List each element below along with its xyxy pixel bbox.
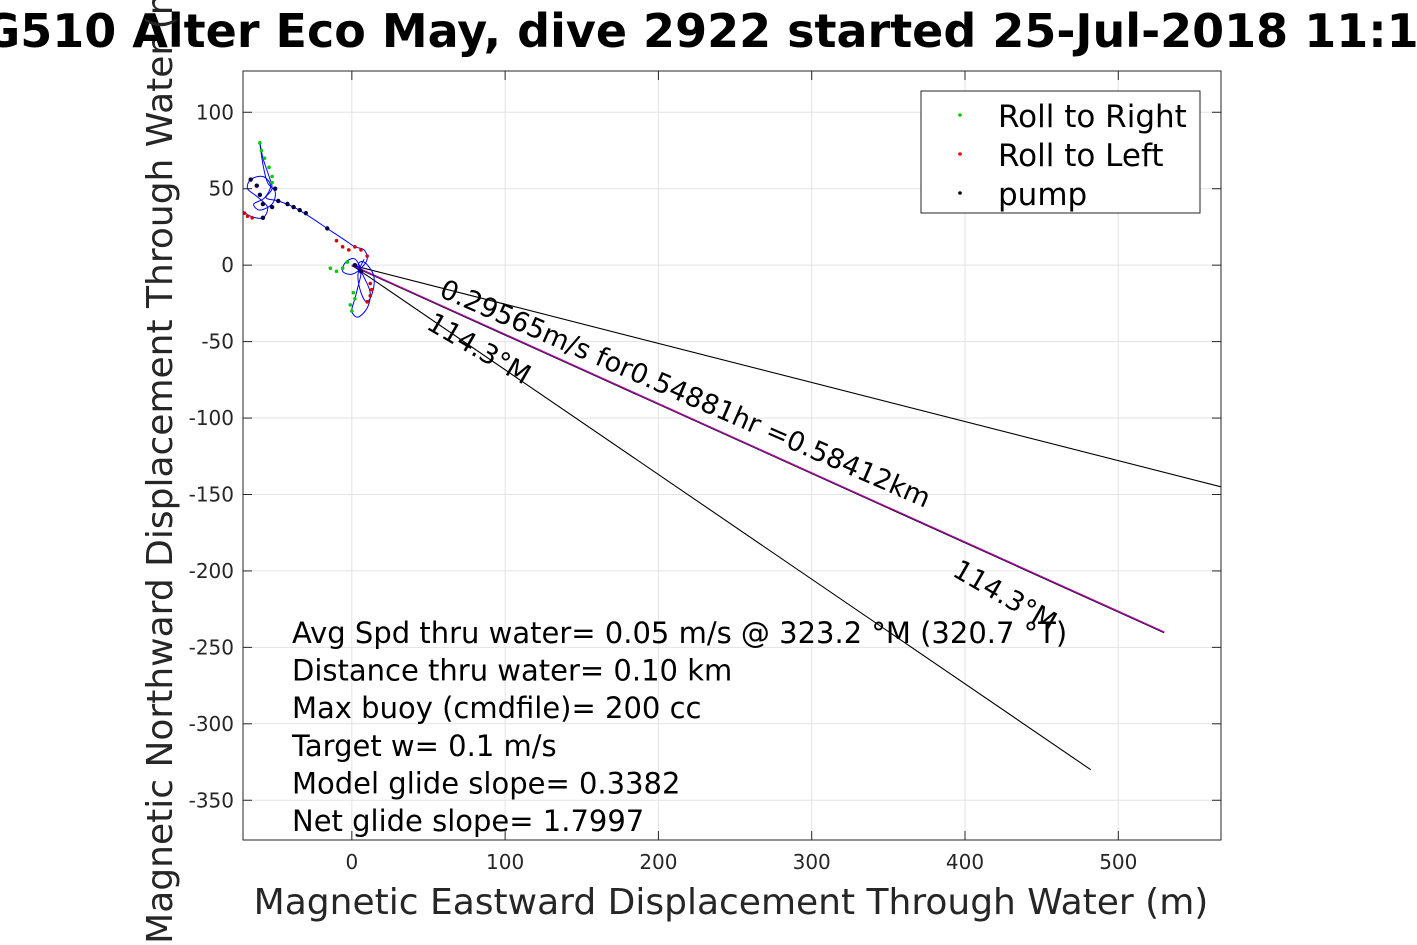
drift-line-1	[351, 264, 1221, 488]
y-axis-label: Magnetic Northward Displacement Through …	[140, 0, 181, 944]
roll-right-point	[270, 174, 274, 179]
roll-left-point	[250, 215, 254, 220]
roll-left-point	[368, 281, 373, 286]
roll-left-point	[365, 300, 369, 304]
legend-marker	[958, 152, 962, 156]
tick-labels: 0 100 200 300 400 500100500-50-100-150-200-25…	[189, 100, 1138, 874]
pump-point	[269, 204, 275, 210]
roll-right-point	[350, 309, 354, 313]
y-tick-label: 50	[209, 177, 234, 201]
drift-line-2	[351, 264, 1092, 771]
pump-point	[352, 262, 358, 268]
roll-left-point	[353, 245, 357, 249]
tick-marks	[243, 71, 1221, 840]
pump-point	[303, 210, 309, 216]
y-tick-label: -300	[189, 712, 234, 736]
legend-label: Roll to Right	[998, 99, 1187, 135]
stats-line: Net glide slope= 1.7997	[292, 804, 644, 838]
pump-point	[291, 204, 296, 210]
roll-right-point	[340, 266, 345, 271]
roll-right-point	[345, 260, 350, 264]
pump-point	[254, 183, 259, 188]
roll-right-point	[348, 303, 353, 307]
roll-left-point	[243, 211, 247, 215]
x-axis-label: Magnetic Eastward Displacement Through W…	[254, 882, 1209, 923]
y-tick-label: -100	[189, 406, 234, 430]
legend-label: pump	[998, 177, 1087, 213]
stats-line: Avg Spd thru water= 0.05 m/s @ 323.2 °M …	[292, 616, 1067, 650]
pump-point	[285, 201, 290, 207]
roll-right-point	[334, 269, 339, 274]
legend-marker	[958, 191, 962, 195]
pump-point	[358, 269, 364, 274]
pump-point	[297, 207, 302, 213]
y-tick-label: -250	[189, 635, 234, 659]
chart-title: SG510 Alter Eco May, dive 2922 started 2…	[0, 4, 1417, 58]
roll-right-point	[262, 156, 267, 160]
stats-line: Distance thru water= 0.10 km	[292, 654, 732, 688]
x-tick-label: 100	[486, 850, 524, 874]
x-tick-label: 400	[946, 850, 984, 874]
roll-right-point	[267, 165, 271, 170]
stats-line: Max buoy (cmdfile)= 200 cc	[292, 691, 701, 725]
roll-right-point	[328, 266, 333, 271]
current-vector-line	[351, 264, 1165, 633]
stats-line: Model glide slope= 0.3382	[292, 766, 680, 800]
roll-right-point	[353, 296, 357, 301]
pump-point	[325, 226, 330, 231]
stats-line: Target w= 0.1 m/s	[291, 729, 557, 763]
pump-point	[272, 186, 278, 191]
legend-marker	[958, 113, 962, 117]
legend-label: Roll to Left	[998, 138, 1164, 174]
pump-point	[260, 201, 266, 207]
roll-left-point	[346, 248, 351, 252]
roll-right-point	[270, 180, 274, 185]
roll-right-point	[351, 290, 356, 295]
y-tick-label: 0	[221, 253, 234, 277]
plot-data	[243, 141, 1221, 771]
roll-right-point	[258, 141, 262, 145]
pump-point	[257, 192, 263, 198]
y-tick-label: -50	[201, 330, 234, 354]
roll-left-point	[368, 293, 373, 298]
roll-left-point	[334, 238, 339, 243]
pump-point	[260, 215, 266, 220]
roll-left-point	[340, 245, 345, 249]
roll-left-point	[359, 248, 363, 252]
roll-left-point	[245, 214, 250, 219]
y-tick-label: -150	[189, 482, 234, 506]
y-tick-label: 100	[196, 100, 234, 124]
x-tick-label: 200	[639, 850, 677, 874]
x-tick-label: 0	[345, 850, 358, 874]
legend-box	[920, 90, 1201, 214]
y-tick-label: -200	[189, 559, 234, 583]
y-tick-label: -350	[189, 788, 234, 812]
pump-point	[248, 177, 253, 182]
roll-left-point	[365, 254, 369, 258]
roll-right-point	[259, 148, 264, 153]
current-vector-shadow	[351, 265, 1165, 634]
x-tick-label: 300	[793, 850, 831, 874]
pump-point	[276, 198, 281, 204]
glider-track	[243, 142, 375, 318]
roll-left-point	[369, 287, 374, 292]
plot-frame	[242, 70, 1222, 841]
x-tick-label: 500	[1099, 850, 1137, 874]
